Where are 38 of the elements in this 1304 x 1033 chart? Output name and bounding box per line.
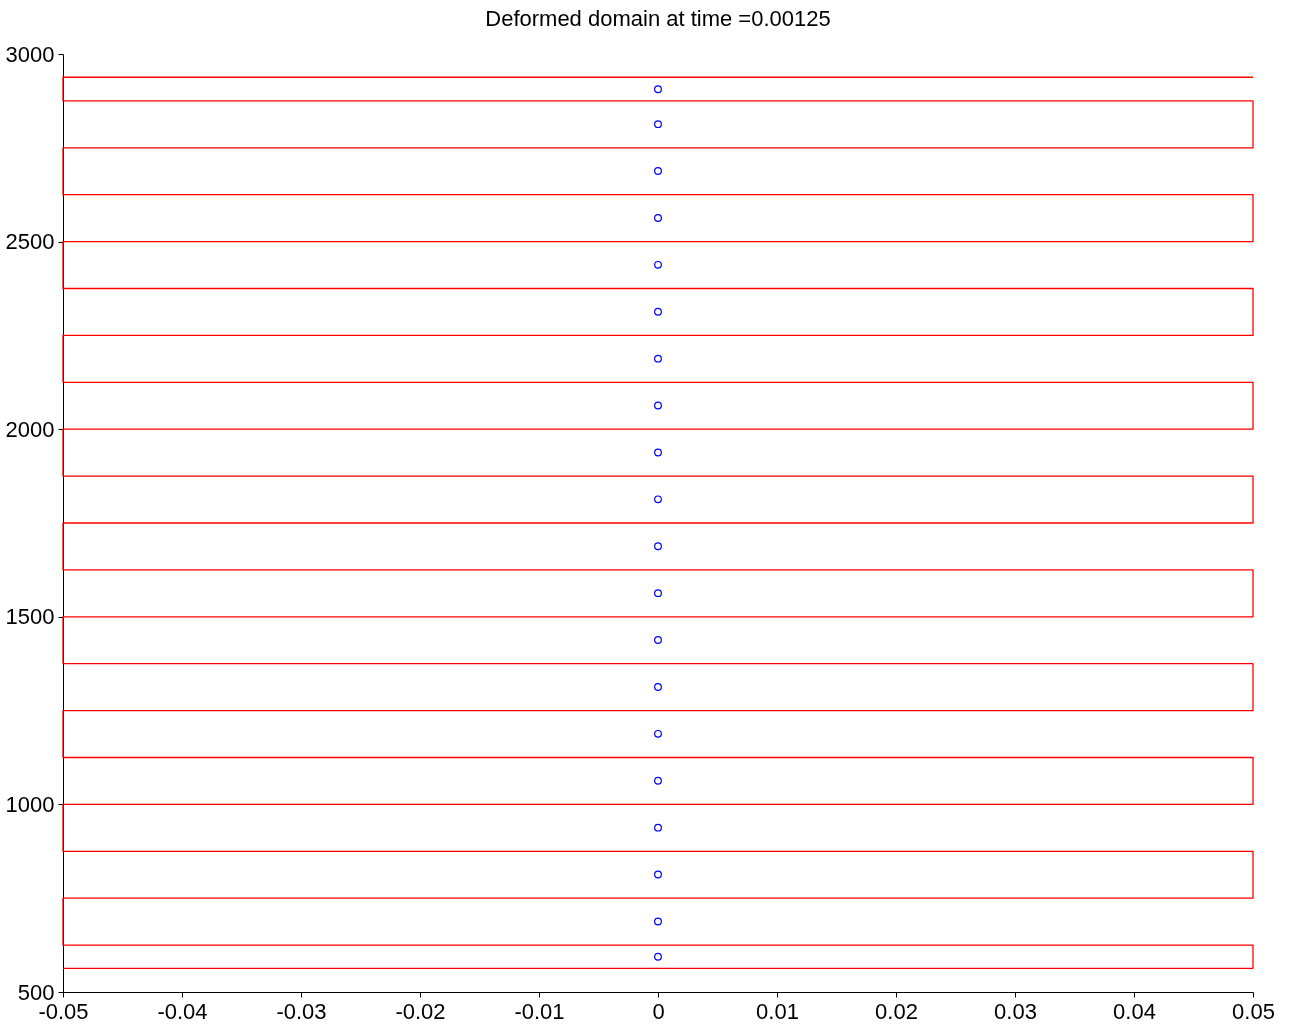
point bbox=[654, 589, 662, 598]
x-tick-label: 0.01 bbox=[756, 998, 799, 1024]
point bbox=[654, 85, 662, 94]
point bbox=[654, 823, 662, 832]
line-series bbox=[62, 76, 1254, 970]
point bbox=[654, 167, 662, 176]
point bbox=[654, 729, 662, 738]
x-tick-label: 0.03 bbox=[994, 998, 1037, 1024]
x-tick-label: 0.02 bbox=[875, 998, 918, 1024]
point bbox=[654, 542, 662, 551]
x-tick-label: -0.02 bbox=[395, 998, 446, 1024]
point bbox=[654, 776, 662, 785]
x-tick-label: -0.03 bbox=[276, 998, 327, 1024]
point bbox=[654, 636, 662, 645]
point bbox=[654, 448, 662, 457]
x-tick-label: 0.04 bbox=[1113, 998, 1156, 1024]
x-tick-label: -0.04 bbox=[157, 998, 208, 1024]
point bbox=[654, 354, 662, 363]
point bbox=[654, 917, 662, 926]
point bbox=[654, 952, 662, 961]
y-tick-label: 2500 bbox=[5, 229, 55, 255]
y-tick-label: 500 bbox=[17, 979, 55, 1005]
y-tick-label: 1000 bbox=[5, 791, 55, 817]
y-tick-label: 1500 bbox=[5, 604, 55, 630]
chart-title: Deformed domain at time =0.00125 bbox=[485, 6, 831, 31]
point bbox=[654, 214, 662, 222]
point bbox=[654, 495, 662, 504]
y-tick-label: 2000 bbox=[5, 416, 55, 442]
point bbox=[654, 683, 662, 691]
point bbox=[654, 120, 662, 129]
point bbox=[654, 401, 662, 410]
x-tick-label: 0.05 bbox=[1232, 998, 1275, 1024]
x-tick-label: -0.01 bbox=[514, 998, 565, 1024]
point bbox=[654, 260, 662, 269]
point bbox=[654, 307, 662, 316]
point bbox=[654, 870, 662, 879]
y-tick-label: 3000 bbox=[5, 41, 55, 67]
x-tick-label: 0 bbox=[652, 998, 665, 1024]
